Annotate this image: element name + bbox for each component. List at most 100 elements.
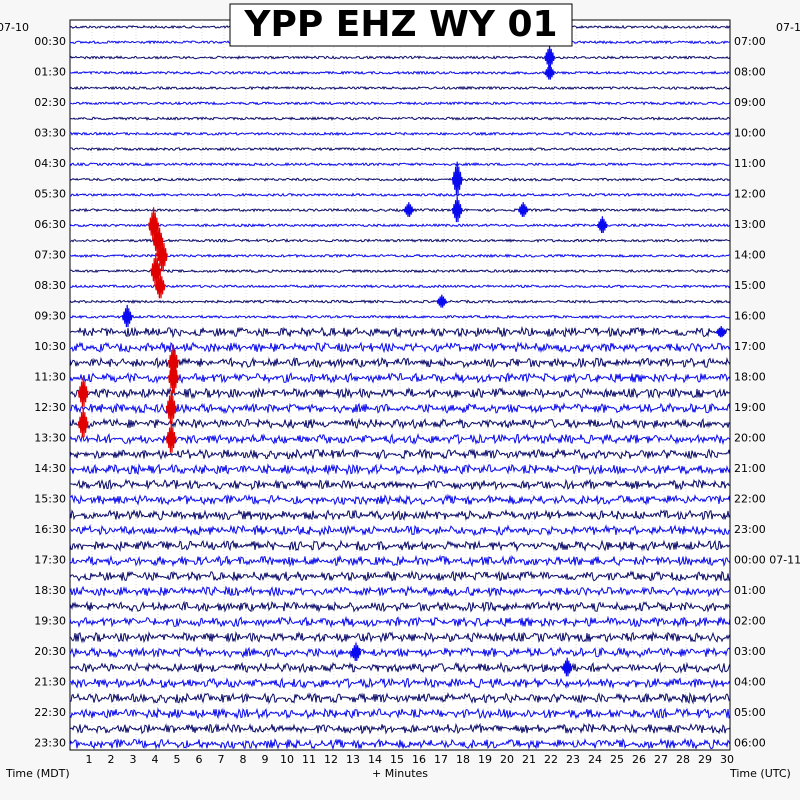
left-time-label: 01:30 <box>34 66 66 79</box>
event-spike <box>148 207 159 241</box>
right-time-label: 13:00 <box>734 218 766 231</box>
right-time-label: 22:00 <box>734 493 766 506</box>
x-tick-label: 8 <box>240 753 247 766</box>
trace-line <box>69 298 731 305</box>
trace-line <box>69 223 731 229</box>
trace-line <box>69 70 731 76</box>
trace-line <box>69 539 731 553</box>
trace-line <box>69 692 731 705</box>
event-spike <box>715 326 727 338</box>
x-tick-label: 21 <box>522 753 536 766</box>
x-tick-label: 13 <box>346 753 360 766</box>
trace-line <box>69 737 731 751</box>
event-spike <box>350 642 362 662</box>
trace-line <box>69 386 731 400</box>
trace-line <box>69 314 731 320</box>
title-box <box>229 3 573 47</box>
event-group <box>77 45 727 677</box>
trace-line <box>69 478 731 491</box>
right-time-label: 12:00 <box>734 188 766 201</box>
right-time-label: 04:00 <box>734 676 766 689</box>
event-spike <box>154 272 166 299</box>
left-time-label: 08:30 <box>34 279 66 292</box>
x-tick-label: 25 <box>610 753 624 766</box>
event-spike <box>121 304 133 328</box>
left-time-label: 09:30 <box>34 310 66 323</box>
trace-line <box>69 585 731 598</box>
event-spike <box>436 294 448 308</box>
trace-line <box>69 177 731 182</box>
left-time-label: 23:30 <box>34 737 66 750</box>
x-tick-label: 16 <box>412 753 426 766</box>
event-spike <box>77 377 89 407</box>
left-time-label: 04:30 <box>34 157 66 170</box>
left-time-label: 05:30 <box>34 188 66 201</box>
x-tick-label: 3 <box>130 753 137 766</box>
x-tick-label: 18 <box>456 753 470 766</box>
trace-line <box>69 722 731 735</box>
trace-line <box>69 554 731 568</box>
x-tick-label: 23 <box>566 753 580 766</box>
trace-line <box>69 600 731 613</box>
trace-line <box>69 192 731 197</box>
trace-line <box>69 508 731 521</box>
event-spike <box>451 161 463 196</box>
right-time-label: 06:00 <box>734 737 766 750</box>
right-time-label: 09:00 <box>734 96 766 109</box>
trace-line <box>69 631 731 644</box>
event-spike <box>451 196 463 223</box>
x-tick-label: 19 <box>478 753 492 766</box>
trace-line <box>69 325 731 339</box>
left-time-label: 19:30 <box>34 615 66 628</box>
right-time-label: 14:00 <box>734 249 766 262</box>
x-tick-label: 20 <box>500 753 514 766</box>
trace-line <box>69 238 731 243</box>
left-time-label: 16:30 <box>34 523 66 536</box>
trace-line <box>69 493 731 506</box>
trace-line <box>69 268 730 274</box>
x-tick-label: 26 <box>632 753 646 766</box>
event-spike <box>544 64 555 80</box>
x-tick-label: 14 <box>368 753 382 766</box>
left-time-label: 21:30 <box>34 676 66 689</box>
trace-line <box>69 371 731 385</box>
right-date-label: 07-1 <box>776 21 800 34</box>
event-spike <box>597 216 608 234</box>
x-axis-label: + Minutes <box>372 767 428 780</box>
x-tick-label: 12 <box>324 753 338 766</box>
right-time-labels: 07:00 08:00 09:00 10:00 11:00 12:00 13:00 14:00… <box>734 35 800 750</box>
trace-line <box>69 615 731 629</box>
trace-line <box>69 341 731 354</box>
event-spike <box>517 202 529 217</box>
trace-line <box>69 676 731 690</box>
x-tick-label: 4 <box>152 753 159 766</box>
left-time-label: 18:30 <box>34 584 66 597</box>
x-tick-label: 30 <box>720 753 734 766</box>
left-time-label: 00:30 <box>34 35 66 48</box>
left-time-label: 22:30 <box>34 706 66 719</box>
right-time-label: 16:00 <box>734 310 766 323</box>
trace-line <box>69 85 731 91</box>
x-tick-label: 6 <box>196 753 203 766</box>
left-time-label: 15:30 <box>34 493 66 506</box>
trace-line <box>69 463 731 476</box>
trace-line <box>69 417 731 430</box>
left-time-label: 11:30 <box>34 371 66 384</box>
event-spike <box>150 253 162 287</box>
left-date-label: 07-10 <box>0 21 29 34</box>
left-time-label: 12:30 <box>34 401 66 414</box>
left-time-label: 20:30 <box>34 645 66 658</box>
x-tick-label: 28 <box>676 753 690 766</box>
event-spike <box>168 344 179 379</box>
right-time-label: 18:00 <box>734 371 766 384</box>
trace-line <box>69 253 731 259</box>
trace-group <box>69 24 731 751</box>
trace-line <box>69 284 731 289</box>
trace-line <box>69 661 731 674</box>
event-spike <box>77 407 89 438</box>
left-time-label: 03:30 <box>34 127 66 140</box>
x-tick-labels: 1 2 3 4 5 6 7 8 9 10 11 12 13 14 15 16 17 18 19 20 21 22 23 24 2… <box>86 753 735 766</box>
event-spike <box>168 359 179 394</box>
x-tick-label: 7 <box>218 753 225 766</box>
x-tick-label: 17 <box>434 753 448 766</box>
